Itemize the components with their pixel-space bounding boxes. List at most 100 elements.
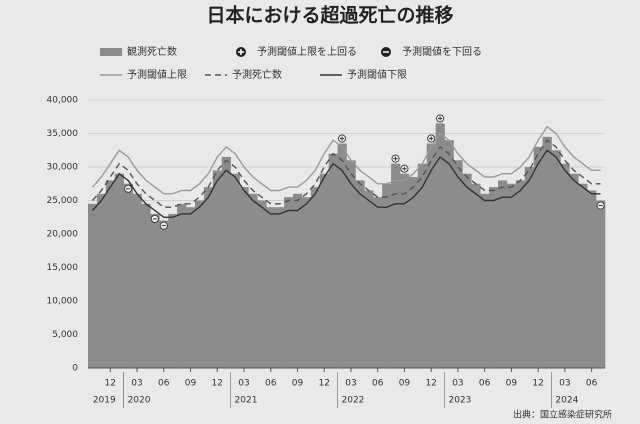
year-label: 2024	[555, 396, 578, 406]
line	[91, 125, 601, 195]
y-tick-label: 30,000	[47, 163, 79, 173]
above-marker	[391, 154, 400, 163]
bar	[462, 173, 472, 368]
bar	[435, 123, 445, 368]
bar	[248, 193, 258, 368]
chart-title: 日本における超過死亡の推移	[206, 4, 453, 27]
x-tick-label: 09	[292, 379, 304, 389]
bar	[203, 187, 214, 368]
x-tick-label: 09	[506, 379, 518, 389]
below-marker	[124, 184, 133, 193]
line	[91, 139, 601, 208]
year-label: 2019	[93, 396, 116, 406]
bar	[444, 140, 454, 368]
x-tick-label: 03	[131, 379, 142, 389]
bar	[212, 170, 223, 368]
y-tick-label: 5,000	[52, 330, 78, 340]
legend-label: 予測閾値下限	[347, 68, 407, 81]
bar	[408, 177, 419, 368]
bar	[489, 187, 499, 368]
bar	[328, 153, 338, 368]
x-tick-label: 09	[185, 379, 197, 389]
x-tick-label: 06	[265, 379, 277, 389]
bar	[524, 167, 534, 368]
legend-label: 予測死亡数	[232, 68, 282, 81]
bar	[230, 173, 240, 368]
bar	[515, 180, 526, 368]
bar	[453, 160, 463, 368]
y-tick-label: 40,000	[47, 96, 79, 106]
year-label: 2020	[128, 396, 151, 406]
year-label: 2022	[342, 396, 365, 406]
x-tick-label: 06	[479, 379, 491, 389]
bar	[480, 193, 490, 368]
legend-label: 予測閾値上限を上回る	[257, 45, 357, 58]
x-tick-label: 12	[318, 379, 329, 389]
bar	[578, 183, 588, 368]
bar	[186, 207, 196, 368]
bar	[96, 193, 107, 368]
y-tick-label: 20,000	[47, 230, 79, 240]
bar	[426, 143, 436, 368]
x-tick-label: 03	[452, 379, 463, 389]
bar	[132, 193, 142, 368]
bar	[337, 143, 347, 368]
x-tick-label: 12	[532, 379, 543, 389]
bar	[123, 183, 133, 368]
bar	[221, 156, 231, 368]
bar	[417, 163, 428, 368]
x-tick-label: 12	[105, 379, 116, 389]
bar	[194, 200, 205, 368]
bar	[551, 150, 561, 368]
bar	[355, 180, 365, 368]
y-tick-label: 25,000	[47, 196, 79, 206]
bar	[257, 200, 267, 368]
bar	[498, 180, 508, 368]
line	[91, 149, 601, 218]
below-marker	[150, 214, 159, 223]
bar	[364, 190, 374, 368]
y-tick-label: 15,000	[47, 263, 79, 273]
x-tick-label: 12	[425, 379, 436, 389]
bar	[293, 193, 303, 368]
x-tick-label: 03	[345, 379, 356, 389]
bar	[596, 200, 606, 368]
x-tick-label: 06	[586, 379, 598, 389]
legend-label: 予測閾値を下回る	[402, 45, 482, 58]
bar	[542, 136, 552, 368]
x-tick-label: 06	[372, 379, 384, 389]
bar	[560, 163, 570, 368]
bar	[587, 190, 597, 368]
bar	[319, 173, 329, 368]
bar	[382, 183, 392, 368]
bar	[373, 197, 383, 368]
source: 出典：国立感染症研究所	[513, 409, 612, 421]
bar	[275, 207, 285, 368]
bar	[391, 163, 401, 368]
above-marker	[400, 164, 409, 173]
bar	[114, 173, 124, 368]
y-tick-label: 0	[72, 364, 78, 374]
above-marker	[337, 134, 347, 143]
bar	[471, 183, 481, 368]
legend-label: 予測閾値上限	[127, 68, 187, 81]
bar	[533, 146, 543, 368]
y-tick-label: 10,000	[47, 297, 79, 307]
below-marker	[159, 221, 168, 230]
bar	[346, 160, 356, 368]
legend-swatch	[100, 48, 122, 56]
bar	[310, 187, 321, 368]
bar	[88, 203, 98, 368]
bar	[284, 197, 294, 368]
y-tick-label: 35,000	[47, 129, 79, 139]
bar	[105, 180, 116, 368]
x-tick-label: 12	[212, 379, 223, 389]
bar	[506, 183, 517, 368]
bar	[177, 203, 187, 368]
bar	[266, 207, 276, 368]
above-marker	[427, 134, 436, 143]
bar	[399, 173, 410, 368]
below-marker	[596, 201, 605, 210]
